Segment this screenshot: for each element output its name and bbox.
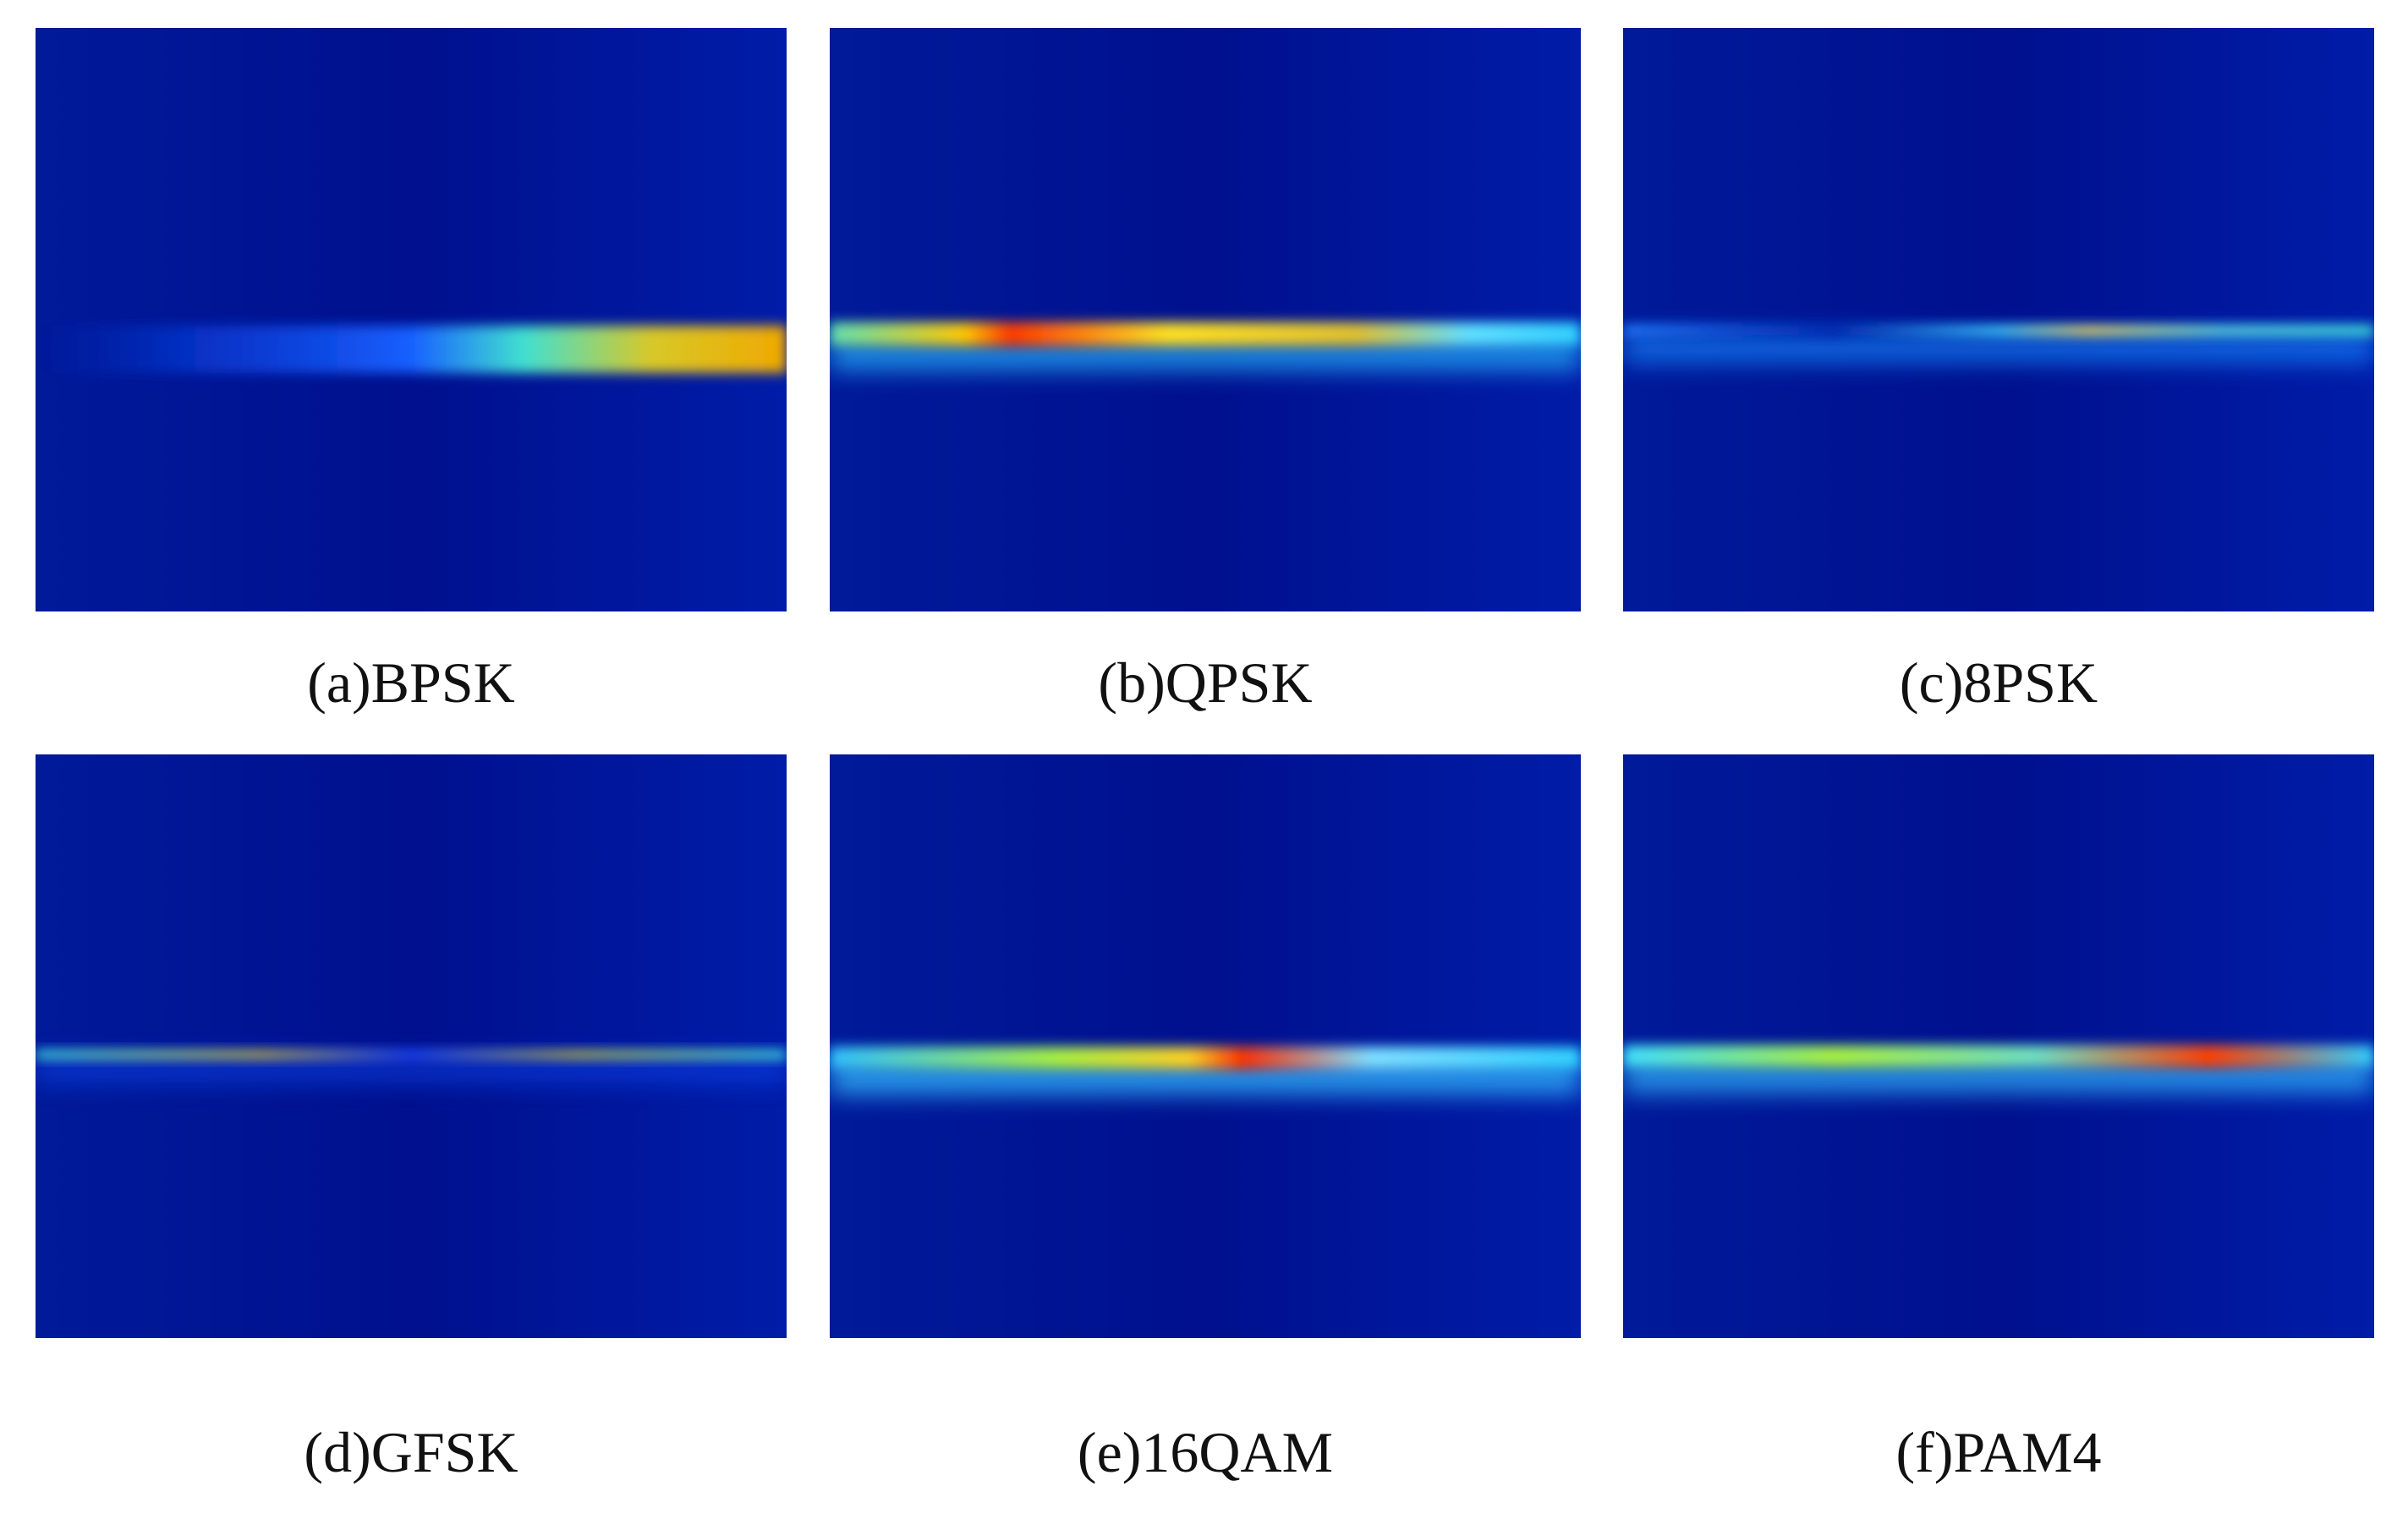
caption: (a)BPSK <box>307 650 515 715</box>
caption: (e)16QAM <box>1078 1420 1333 1484</box>
panel-b <box>830 28 1581 611</box>
caption: (f)PAM4 <box>1895 1420 2101 1484</box>
panel-e <box>830 754 1581 1338</box>
caption: (d)GFSK <box>304 1420 518 1484</box>
caption: (c)8PSK <box>1900 650 2098 715</box>
panel-a <box>36 28 787 611</box>
panel-f <box>1623 754 2374 1338</box>
panel-c <box>1623 28 2374 611</box>
caption: (b)QPSK <box>1098 650 1312 715</box>
panel-d <box>36 754 787 1338</box>
